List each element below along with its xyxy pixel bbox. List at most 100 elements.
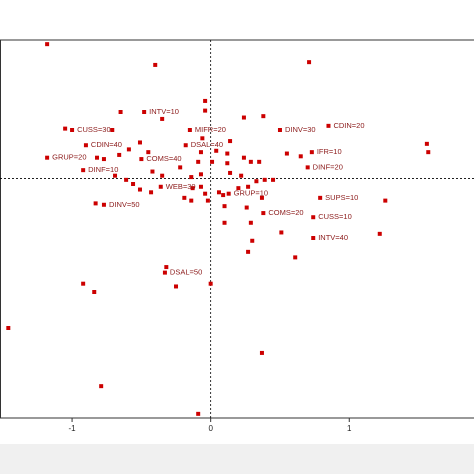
- point-label: WEB=30: [166, 182, 196, 191]
- point: [203, 98, 208, 103]
- point: [81, 281, 86, 286]
- point-label: CDIN=40: [91, 140, 122, 149]
- point: [305, 165, 310, 170]
- point: [262, 177, 267, 182]
- point-label: MIFR=20: [195, 125, 226, 134]
- x-tick-label: 0: [208, 424, 213, 433]
- point: [205, 198, 210, 203]
- point-label: DINV=30: [285, 125, 316, 134]
- point: [139, 157, 144, 162]
- point: [118, 110, 123, 114]
- point: [284, 151, 289, 156]
- point: [95, 155, 100, 160]
- point: [311, 215, 316, 220]
- point-label: COMS=20: [268, 208, 303, 217]
- point: [277, 128, 282, 132]
- point: [203, 108, 208, 113]
- point-label: GRUP=20: [52, 153, 86, 162]
- point: [318, 195, 323, 200]
- point: [246, 249, 251, 254]
- point: [93, 201, 98, 206]
- point-label: DINF=10: [88, 165, 118, 174]
- point: [160, 116, 165, 121]
- point-label: SUPS=10: [325, 193, 358, 202]
- x-tick-label: -1: [69, 424, 77, 433]
- point: [293, 255, 298, 260]
- point: [298, 154, 303, 159]
- point: [6, 326, 11, 330]
- point: [149, 190, 154, 195]
- point: [307, 60, 312, 65]
- point: [222, 204, 227, 209]
- point: [178, 165, 183, 170]
- point: [81, 168, 86, 173]
- point-label: DINV=50: [109, 200, 140, 209]
- point: [99, 384, 104, 389]
- point-label: DSAL=50: [170, 268, 202, 277]
- x-tick-label: 1: [347, 424, 352, 433]
- point: [259, 195, 264, 200]
- point: [279, 230, 284, 235]
- point: [309, 150, 314, 155]
- point: [189, 175, 194, 180]
- point: [424, 141, 429, 146]
- point: [124, 177, 129, 182]
- point: [200, 136, 205, 141]
- point: [110, 128, 115, 132]
- point: [101, 157, 106, 162]
- point: [153, 62, 158, 67]
- window-strip: [0, 444, 474, 474]
- point: [142, 110, 147, 114]
- point: [198, 184, 203, 189]
- point: [271, 177, 276, 182]
- point-label: CDIN=20: [333, 121, 364, 130]
- point: [131, 182, 136, 186]
- point: [326, 123, 331, 128]
- point: [158, 184, 163, 189]
- point: [236, 186, 241, 191]
- point: [137, 187, 142, 192]
- point: [83, 143, 88, 148]
- point: [174, 284, 179, 289]
- point: [150, 169, 155, 174]
- point: [248, 159, 253, 164]
- point: [198, 150, 203, 155]
- point: [241, 115, 246, 120]
- point: [183, 143, 188, 148]
- point: [63, 126, 68, 131]
- point: [254, 179, 259, 184]
- point: [246, 184, 251, 189]
- point-label: CUSS=30: [77, 125, 111, 134]
- point-label: INTV=40: [318, 233, 348, 242]
- point: [113, 173, 118, 178]
- point: [196, 159, 201, 164]
- point: [70, 128, 75, 132]
- point: [196, 411, 201, 416]
- point: [244, 205, 249, 210]
- point: [257, 159, 262, 164]
- point: [377, 231, 382, 236]
- point: [241, 155, 246, 160]
- point: [216, 190, 221, 195]
- point: [164, 265, 169, 270]
- point: [137, 140, 142, 145]
- point: [383, 198, 388, 203]
- point: [101, 202, 106, 207]
- point: [160, 173, 165, 178]
- point-label: INTV=10: [149, 107, 179, 116]
- point: [126, 147, 131, 152]
- point: [426, 150, 431, 155]
- point: [261, 211, 266, 216]
- point: [228, 139, 233, 144]
- point: [311, 236, 316, 240]
- point: [248, 220, 253, 225]
- point-label: CUSS=10: [318, 212, 352, 221]
- point-label: DINF=20: [313, 162, 343, 171]
- point-label: IFR=10: [317, 147, 342, 156]
- point: [182, 195, 187, 200]
- point-label: GRUP=10: [234, 189, 268, 198]
- point: [250, 238, 255, 243]
- point: [187, 128, 192, 132]
- point: [228, 170, 233, 175]
